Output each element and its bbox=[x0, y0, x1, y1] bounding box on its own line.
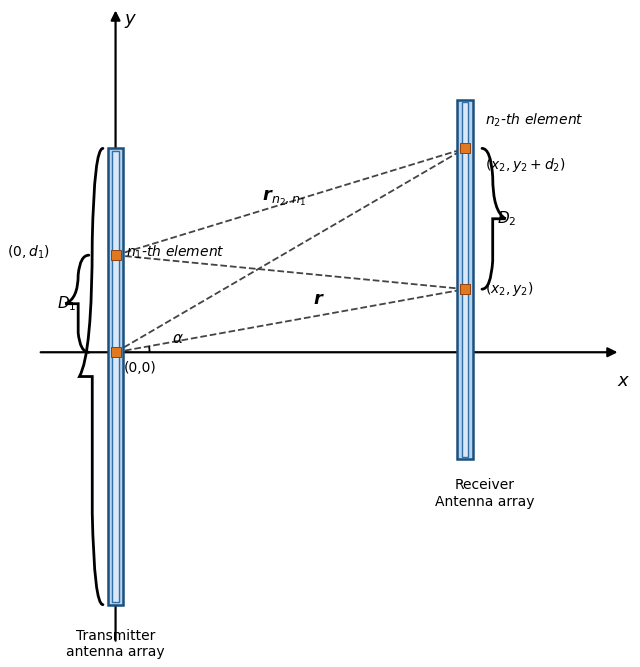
Text: $\boldsymbol{r}$: $\boldsymbol{r}$ bbox=[312, 290, 324, 308]
Text: $D_1$: $D_1$ bbox=[57, 294, 77, 313]
Bar bbox=[112, 151, 119, 602]
Text: $\alpha$: $\alpha$ bbox=[172, 331, 184, 346]
Text: $n_1$-$th$ element: $n_1$-$th$ element bbox=[126, 244, 225, 261]
Bar bbox=[457, 100, 473, 459]
Bar bbox=[461, 102, 468, 457]
Text: Receiver
Antenna array: Receiver Antenna array bbox=[435, 478, 534, 509]
Text: x: x bbox=[618, 372, 628, 390]
Text: Transmitter
antenna array: Transmitter antenna array bbox=[67, 629, 165, 659]
Text: $(x_2, y_2)$: $(x_2, y_2)$ bbox=[485, 280, 533, 298]
Text: $(x_2, y_2 + d_2)$: $(x_2, y_2 + d_2)$ bbox=[485, 155, 566, 173]
Text: (0,0): (0,0) bbox=[124, 361, 156, 375]
Bar bbox=[108, 148, 124, 605]
Text: $n_2$-$th$ element: $n_2$-$th$ element bbox=[485, 111, 584, 129]
Text: $\boldsymbol{r}_{n_2,n_1}$: $\boldsymbol{r}_{n_2,n_1}$ bbox=[262, 188, 307, 208]
Text: $D_2$: $D_2$ bbox=[497, 209, 516, 228]
Text: y: y bbox=[124, 10, 135, 28]
Text: $(0,d_1)$: $(0,d_1)$ bbox=[7, 244, 50, 261]
